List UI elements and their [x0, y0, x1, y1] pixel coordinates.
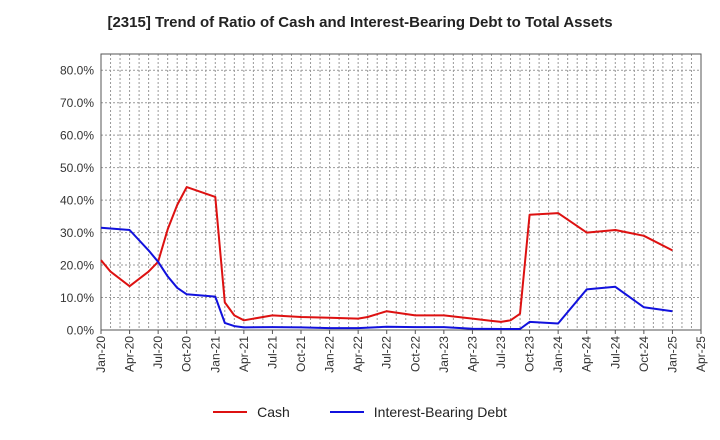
legend-swatch-cash: [213, 411, 248, 413]
y-tick-label: 20.0%: [60, 259, 94, 273]
x-tick-label: Apr-24: [580, 336, 594, 372]
y-tick-label: 40.0%: [60, 194, 94, 208]
x-tick-label: Jul-22: [380, 336, 394, 369]
x-tick-label: Oct-24: [637, 336, 651, 372]
legend-swatch-interest-bearing-debt: [329, 411, 364, 413]
y-tick-label: 50.0%: [60, 161, 94, 175]
x-tick-label: Jan-21: [208, 336, 222, 373]
x-tick-label: Apr-23: [465, 336, 479, 372]
x-tick-label: Jan-24: [551, 336, 565, 373]
legend-item-cash: Cash: [213, 404, 290, 420]
x-tick-label: Jan-25: [665, 336, 679, 373]
y-tick-label: 10.0%: [60, 291, 94, 305]
y-tick-label: 70.0%: [60, 96, 94, 110]
x-tick-label: Apr-25: [694, 336, 708, 372]
series-line-interest-bearing-debt: [100, 226, 673, 330]
chart-title: [2315] Trend of Ratio of Cash and Intere…: [107, 14, 613, 31]
x-tick-label: Jul-23: [494, 336, 508, 369]
legend-item-interest-bearing-debt: Interest-Bearing Debt: [329, 404, 507, 420]
x-tick-label: Jul-21: [265, 336, 279, 369]
series-line-cash: [100, 186, 673, 323]
axes: 0.0% 10.0% 20.0% 30.0% 40.0% 50.0% 60.0% 70.0% 8…: [60, 53, 708, 373]
x-tick-label: Jul-24: [608, 336, 622, 369]
legend-label-cash: Cash: [257, 404, 290, 420]
x-tick-label: Apr-22: [351, 336, 365, 372]
y-tick-label: 30.0%: [60, 226, 94, 240]
x-tick-label: Oct-21: [294, 336, 308, 372]
x-tick-label: Oct-20: [180, 336, 194, 372]
y-tick-label: 0.0%: [67, 324, 95, 338]
x-tick-label: Oct-23: [523, 336, 537, 372]
series-lines: [100, 186, 673, 330]
x-tick-label: Jan-23: [437, 336, 451, 373]
grid-lines: [101, 54, 701, 330]
y-tick-label: 80.0%: [60, 64, 94, 78]
x-tick-label: Jul-20: [151, 336, 165, 369]
x-tick-label: Apr-20: [123, 336, 137, 372]
legend-label-interest-bearing-debt: Interest-Bearing Debt: [373, 404, 507, 420]
x-tick-label: Jan-22: [323, 336, 337, 373]
legend: Cash Interest-Bearing Debt: [0, 404, 720, 420]
x-tick-label: Oct-22: [408, 336, 422, 372]
x-tick-label: Apr-21: [237, 336, 251, 372]
y-tick-label: 60.0%: [60, 129, 94, 143]
plot-area-frame: [100, 53, 702, 331]
x-tick-label: Jan-20: [94, 336, 108, 373]
